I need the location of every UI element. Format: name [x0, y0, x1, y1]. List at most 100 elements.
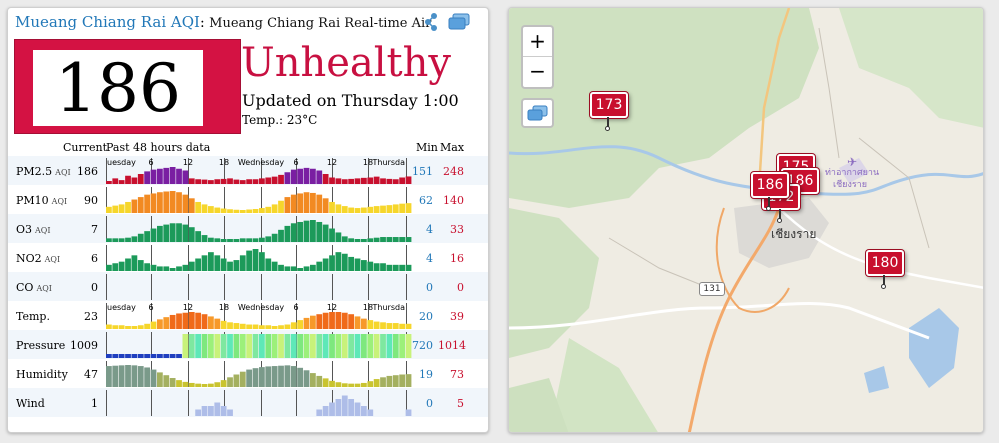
chart-bar [303, 220, 310, 242]
chart-bar [252, 209, 259, 213]
chart-bar [290, 266, 297, 271]
chart-bar [106, 264, 112, 271]
widget-cards-icon[interactable] [448, 13, 470, 31]
chart-bar [150, 169, 157, 185]
chart-bar [297, 334, 304, 358]
chart-bar [239, 371, 246, 387]
chart-bar [118, 261, 125, 271]
chart-bar [137, 366, 144, 387]
chart-bar [361, 207, 367, 213]
map-panel[interactable]: ✈ ท่าอากาศยาน เชียงราย เชียงราย 131 + − … [508, 7, 984, 433]
pollutant-row[interactable]: Temp. 23 uesday 6 12 18 Wednesday 6 12 18 Thursda 2… [8, 301, 488, 330]
chart-bar [112, 354, 119, 358]
city-link[interactable]: Mueang Chiang Rai AQI [15, 13, 200, 31]
chart-bar [157, 192, 163, 213]
history-chart[interactable] [106, 185, 412, 214]
station-marker[interactable]: 180 [866, 250, 904, 289]
history-chart[interactable] [106, 243, 412, 272]
chart-bar [316, 314, 323, 329]
time-axis-label: Thursda [372, 303, 406, 312]
chart-bar [348, 383, 355, 387]
chart-bar [386, 323, 393, 329]
chart-bar [290, 334, 297, 358]
pollutant-label: O3 AQI [16, 223, 51, 236]
pollutant-row[interactable]: Humidity 47 19 73 [8, 359, 488, 388]
chart-bar [348, 178, 355, 184]
history-chart[interactable] [106, 214, 412, 243]
chart-bar [220, 334, 227, 358]
chart-bar [246, 179, 253, 184]
chart-bar [176, 313, 182, 329]
chart-bar [392, 375, 399, 387]
chart-bar [201, 406, 208, 416]
chart-bar [284, 225, 291, 242]
zoom-control: + − [521, 25, 554, 89]
chart-bar [131, 177, 138, 184]
zoom-out-button[interactable]: − [529, 59, 546, 83]
layers-button[interactable] [521, 98, 554, 128]
chart-bar [220, 178, 227, 184]
history-chart[interactable] [106, 388, 412, 417]
chart-bar [348, 207, 355, 213]
chart-bar [310, 168, 316, 184]
chart-bar [367, 334, 374, 358]
chart-bar [386, 237, 393, 242]
chart-bar [303, 370, 310, 387]
chart-bar [131, 236, 138, 242]
chart-bar [361, 177, 367, 184]
history-chart[interactable] [106, 359, 412, 388]
pollutant-row[interactable]: NO2 AQI 6 4 16 [8, 243, 488, 272]
chart-bar [157, 266, 163, 271]
chart-bar [252, 249, 259, 271]
history-chart[interactable] [106, 272, 412, 301]
chart-bar [201, 235, 208, 242]
chart-bar [182, 224, 189, 242]
chart-bar [380, 377, 386, 387]
chart-bar [201, 204, 208, 213]
chart-bar [150, 193, 157, 213]
chart-bar [188, 312, 195, 329]
chart-bar [335, 382, 342, 387]
chart-bar [354, 383, 361, 387]
chart-bar [150, 228, 157, 242]
pollutant-row[interactable]: PM2.5 AQI 186 uesday 6 12 18 Wednesday 6 12 18 Thur… [8, 156, 488, 185]
pollutant-row[interactable]: CO AQI 0 0 0 [8, 272, 488, 301]
chart-bar [220, 258, 227, 271]
chart-bar [278, 264, 284, 271]
marker-stem [883, 275, 885, 287]
share-icon[interactable] [424, 12, 438, 32]
pollutant-row[interactable]: Pressure 1009 720 1014 [8, 330, 488, 359]
current-value: 186 [77, 165, 98, 178]
chart-bar [310, 334, 316, 358]
zoom-in-button[interactable]: + [523, 27, 552, 57]
pollutant-row[interactable]: Wind 1 0 5 [8, 388, 488, 417]
chart-bar [106, 181, 112, 184]
pollutant-row[interactable]: O3 AQI 7 4 33 [8, 214, 488, 243]
chart-bar [252, 368, 259, 387]
current-value: 0 [91, 281, 98, 294]
history-chart[interactable]: uesday 6 12 18 Wednesday 6 12 18 Thursda [106, 156, 412, 185]
chart-bar [329, 402, 335, 416]
chart-bar [399, 237, 406, 242]
chart-bar [157, 319, 163, 329]
chart-bar [137, 354, 144, 358]
history-chart[interactable]: uesday 6 12 18 Wednesday 6 12 18 Thursda [106, 301, 412, 330]
chart-bar [188, 334, 195, 358]
chart-bar [335, 232, 342, 242]
chart-bar [361, 318, 367, 329]
chart-bar [316, 194, 323, 213]
station-marker[interactable]: 186 [751, 172, 789, 211]
history-chart[interactable] [106, 330, 412, 359]
chart-bar [265, 325, 272, 329]
chart-bar [252, 179, 259, 184]
chart-bar [163, 266, 170, 271]
max-value: 0 [457, 281, 464, 294]
chart-bar [106, 354, 112, 358]
chart-bar [176, 223, 182, 242]
station-marker[interactable]: 173 [590, 92, 628, 131]
chart-bar [208, 406, 214, 416]
chart-bar [195, 201, 202, 213]
map-tiles[interactable]: ✈ [509, 8, 984, 433]
chart-bar [246, 209, 253, 213]
pollutant-row[interactable]: PM10 AQI 90 62 140 [8, 185, 488, 214]
